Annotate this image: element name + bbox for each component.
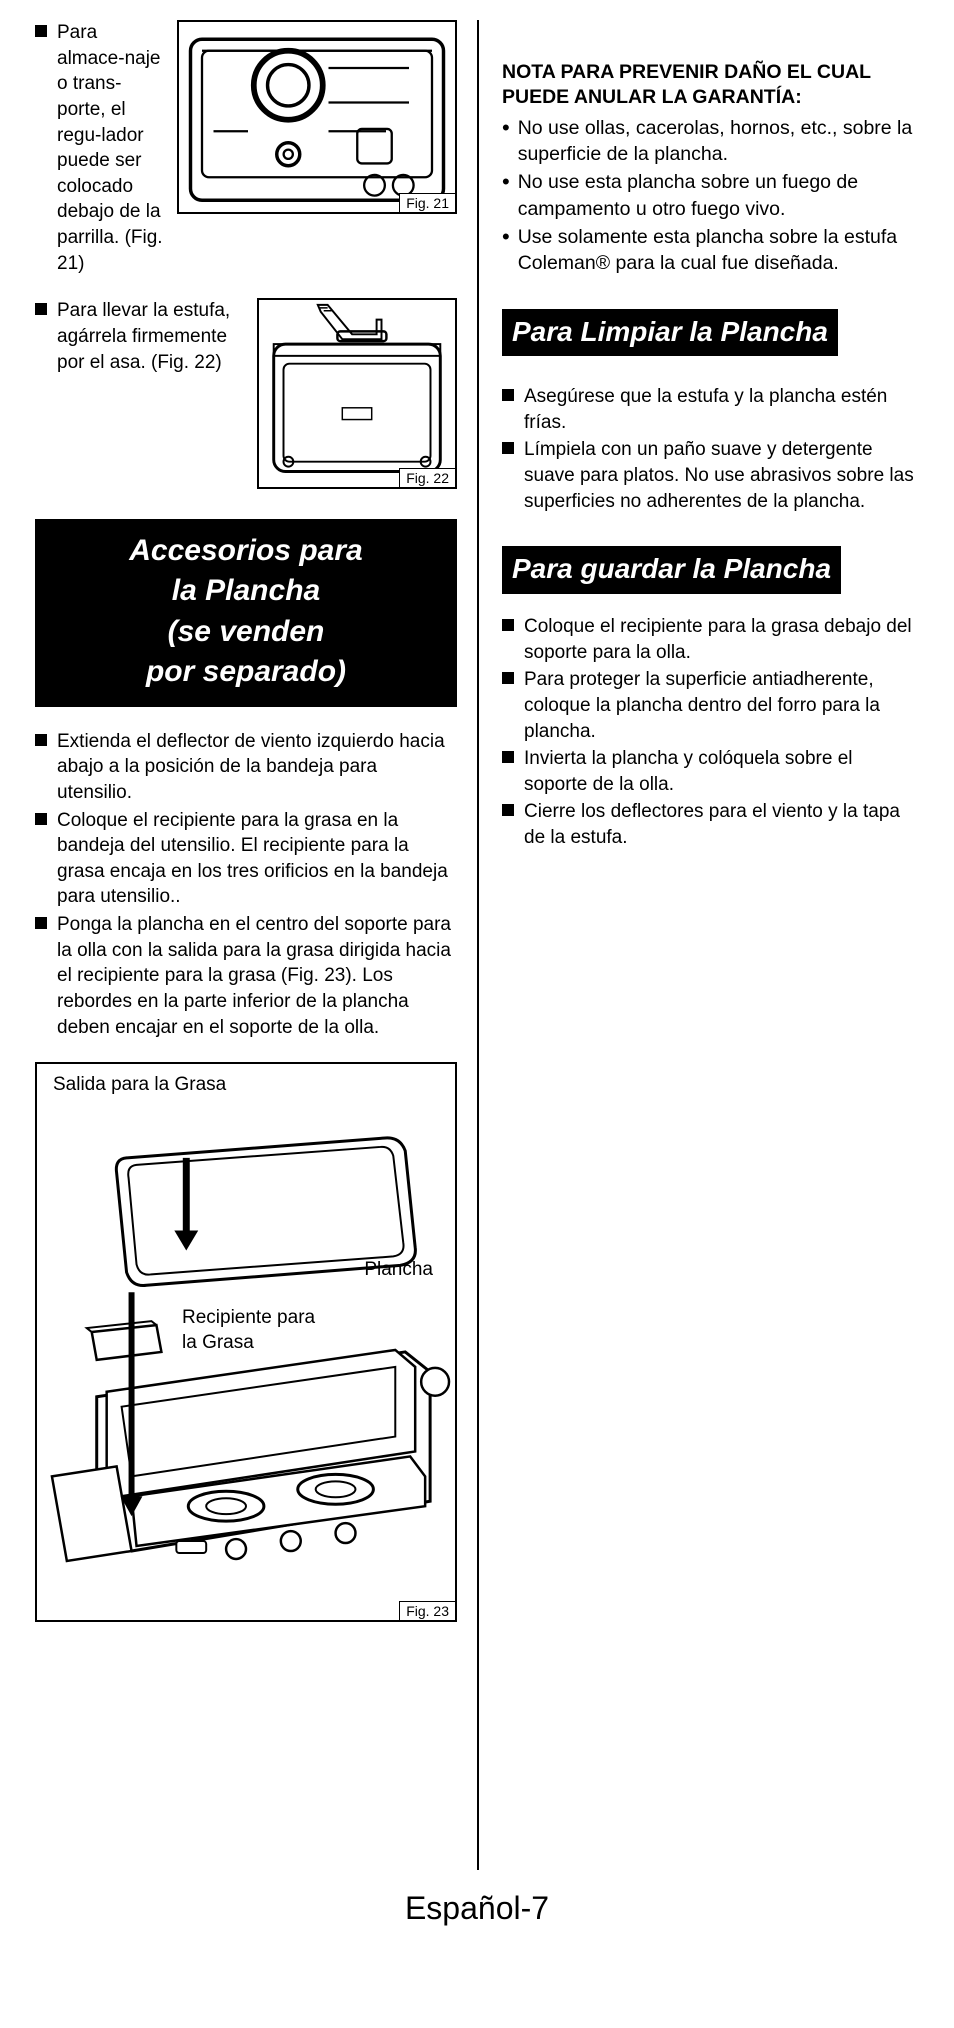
square-bullet-icon [35,303,47,315]
round-bullet-icon: • [502,226,510,277]
bullet-storage: Para almace-naje o trans-porte, el regu-… [35,20,165,276]
store-item-0: Coloque el recipiente para la grasa deba… [502,614,919,665]
acc-item-0: Extienda el deflector de viento izquierd… [35,729,457,806]
right-column: NOTA PARA PREVENIR DAÑO EL CUAL PUEDE AN… [477,20,919,1870]
square-bullet-icon [35,25,47,37]
column-divider [477,20,479,1870]
bullet-carry: Para llevar la estufa, agárrela firmemen… [35,298,245,375]
note-text-2: Use solamente esta plancha sobre la estu… [518,224,919,277]
clean-item-1: Límpiela con un paño suave y detergente … [502,437,919,514]
heading-clean: Para Limpiar la Plancha [502,309,838,357]
store-text-0: Coloque el recipiente para la grasa deba… [524,614,919,665]
acc-item-1: Coloque el recipiente para la grasa en l… [35,808,457,911]
note-bullets: • No use ollas, cacerolas, hornos, etc.,… [502,115,919,277]
left-column: Para almace-naje o trans-porte, el regu-… [35,20,477,1870]
square-bullet-icon [35,734,47,746]
accessories-list: Extienda el deflector de viento izquierd… [35,729,457,1041]
note-bullet-1: • No use esta plancha sobre un fuego de … [502,169,919,222]
fig23-label-plancha: Plancha [364,1259,433,1281]
page-number: Español-7 [35,1890,919,1927]
row-fig21: Para almace-naje o trans-porte, el regu-… [35,20,457,280]
figure-22: Fig. 22 [257,298,457,488]
store-text-2: Invierta la plancha y colóquela sobre el… [524,746,919,797]
square-bullet-icon [502,672,514,684]
store-item-3: Cierre los deflectores para el viento y … [502,799,919,850]
clean-text-1: Límpiela con un paño suave y detergente … [524,437,919,514]
store-text-1: Para proteger la superficie antiadherent… [524,667,919,744]
clean-item-0: Asegúrese que la estufa y la plancha est… [502,384,919,435]
figure-21: Fig. 21 [177,20,457,214]
round-bullet-icon: • [502,117,510,168]
clean-list: Asegúrese que la estufa y la plancha est… [502,384,919,514]
fig22-label: Fig. 22 [399,468,455,487]
note-text-1: No use esta plancha sobre un fuego de ca… [518,169,919,222]
fig21-illustration [179,22,455,212]
acc-text-2: Ponga la plancha en el centro del soport… [57,912,457,1040]
page-columns: Para almace-naje o trans-porte, el regu-… [35,20,919,1870]
note-text-0: No use ollas, cacerolas, hornos, etc., s… [518,115,919,168]
note-heading: NOTA PARA PREVENIR DAÑO EL CUAL PUEDE AN… [502,60,919,111]
store-list: Coloque el recipiente para la grasa deba… [502,614,919,851]
store-text-3: Cierre los deflectores para el viento y … [524,799,919,850]
store-item-1: Para proteger la superficie antiadherent… [502,667,919,744]
fig23-label-grease-cup: Recipiente parala Grasa [182,1306,315,1355]
bullet-carry-text: Para llevar la estufa, agárrela firmemen… [57,298,245,375]
row-fig22: Para llevar la estufa, agárrela firmemen… [35,298,457,488]
square-bullet-icon [502,804,514,816]
square-bullet-icon [35,917,47,929]
heading-accessories: Accesorios parala Plancha(se vendenpor s… [35,519,457,707]
clean-text-0: Asegúrese que la estufa y la plancha est… [524,384,919,435]
square-bullet-icon [502,619,514,631]
square-bullet-icon [35,813,47,825]
fig22-illustration [259,300,455,486]
round-bullet-icon: • [502,171,510,222]
square-bullet-icon [502,389,514,401]
note-bullet-2: • Use solamente esta plancha sobre la es… [502,224,919,277]
heading-store: Para guardar la Plancha [502,546,841,594]
figure-23: Salida para la Grasa [35,1062,457,1622]
store-item-2: Invierta la plancha y colóquela sobre el… [502,746,919,797]
fig23-label: Fig. 23 [399,1601,455,1620]
square-bullet-icon [502,442,514,454]
fig21-label: Fig. 21 [399,193,455,212]
note-bullet-0: • No use ollas, cacerolas, hornos, etc.,… [502,115,919,168]
acc-text-0: Extienda el deflector de viento izquierd… [57,729,457,806]
acc-text-1: Coloque el recipiente para la grasa en l… [57,808,457,911]
square-bullet-icon [502,751,514,763]
acc-item-2: Ponga la plancha en el centro del soport… [35,912,457,1040]
bullet-storage-text: Para almace-naje o trans-porte, el regu-… [57,20,165,276]
